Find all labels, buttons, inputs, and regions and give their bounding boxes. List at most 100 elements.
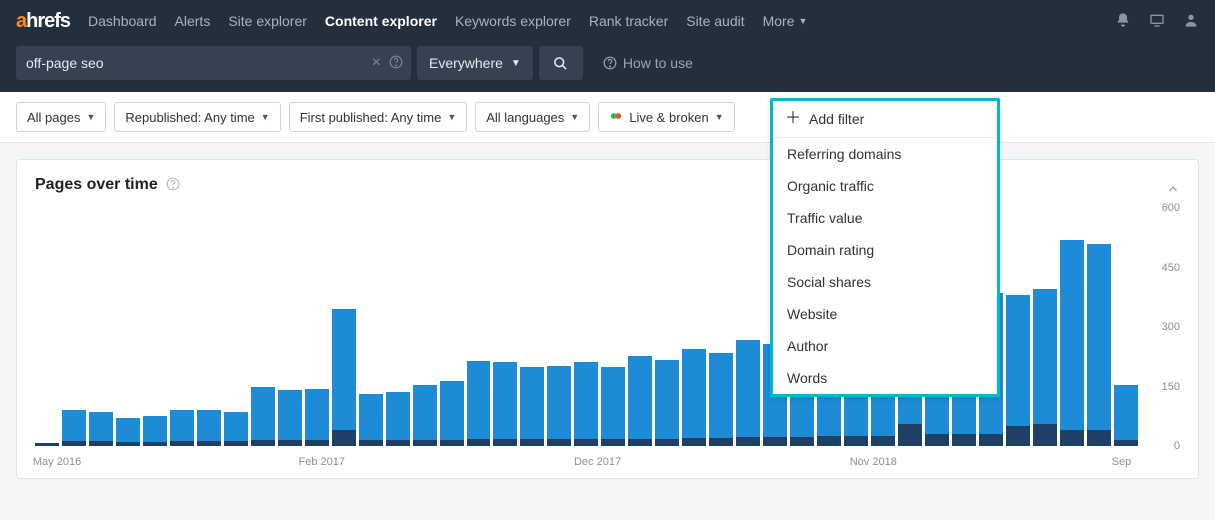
- chart-bar[interactable]: [628, 356, 652, 446]
- device-icon[interactable]: [1149, 12, 1165, 31]
- filter-chip[interactable]: All pages▼: [16, 102, 106, 132]
- add-filter-option[interactable]: Domain rating: [773, 234, 997, 266]
- search-button[interactable]: [539, 46, 583, 80]
- bar-segment-primary: [305, 389, 329, 441]
- chart-bar[interactable]: [278, 390, 302, 446]
- x-tick: May 2016: [33, 456, 81, 468]
- add-filter-option[interactable]: Traffic value: [773, 202, 997, 234]
- chart-bar[interactable]: [601, 367, 625, 446]
- help-icon[interactable]: [389, 55, 403, 72]
- bar-segment-primary: [574, 362, 598, 439]
- bar-segment-secondary: [547, 439, 571, 446]
- chart-bar[interactable]: [736, 340, 760, 446]
- chart-x-axis: May 2016Feb 2017Dec 2017Nov 2018Sep: [35, 448, 1138, 468]
- nav-item[interactable]: Alerts: [175, 13, 211, 29]
- brand-logo[interactable]: ahrefs: [16, 10, 70, 33]
- filter-chip[interactable]: All languages▼: [475, 102, 590, 132]
- y-tick: 0: [1174, 440, 1180, 452]
- filter-chips: All pages▼ Republished: Any time▼ First pu…: [16, 102, 735, 132]
- nav-item[interactable]: Rank tracker: [589, 13, 668, 29]
- bar-segment-secondary: [359, 440, 383, 446]
- chart-bar[interactable]: [413, 385, 437, 446]
- caret-down-icon: ▼: [715, 112, 724, 122]
- chart-bar[interactable]: [89, 412, 113, 447]
- chart-bar[interactable]: [1087, 244, 1111, 446]
- bar-segment-secondary: [197, 441, 221, 446]
- user-icon[interactable]: [1183, 12, 1199, 31]
- bar-segment-secondary: [871, 436, 895, 446]
- bar-segment-primary: [467, 361, 491, 439]
- chart-bar[interactable]: [440, 381, 464, 446]
- chart-bar[interactable]: [359, 394, 383, 446]
- how-to-use-label: How to use: [623, 55, 693, 71]
- bar-segment-secondary: [628, 439, 652, 446]
- bar-segment-secondary: [440, 440, 464, 446]
- chart-bar[interactable]: [62, 410, 86, 446]
- chart-bar[interactable]: [116, 418, 140, 446]
- chart-bar[interactable]: [170, 410, 194, 446]
- chart-bar[interactable]: [574, 362, 598, 446]
- chart-bar[interactable]: [1006, 295, 1030, 446]
- bar-segment-secondary: [952, 434, 976, 446]
- caret-down-icon: ▼: [86, 112, 95, 122]
- add-filter-option[interactable]: Author: [773, 330, 997, 362]
- search-field-wrap: ×: [16, 46, 411, 80]
- nav-more[interactable]: More ▼: [763, 13, 808, 29]
- add-filter-option[interactable]: Referring domains: [773, 138, 997, 170]
- chart-bar[interactable]: [655, 360, 679, 446]
- clear-icon[interactable]: ×: [372, 54, 381, 72]
- chart-bar[interactable]: [332, 309, 356, 446]
- bar-segment-secondary: [35, 443, 59, 446]
- bar-segment-secondary: [278, 440, 302, 446]
- bar-segment-secondary: [170, 441, 194, 446]
- chart-bar[interactable]: [547, 366, 571, 447]
- add-filter-option[interactable]: Website: [773, 298, 997, 330]
- bar-segment-secondary: [224, 441, 248, 446]
- nav-item[interactable]: Site audit: [686, 13, 744, 29]
- chart-bar[interactable]: [1114, 385, 1138, 446]
- add-filter-option[interactable]: Organic traffic: [773, 170, 997, 202]
- nav-item[interactable]: Content explorer: [325, 13, 437, 29]
- chart-bar[interactable]: [1033, 289, 1057, 446]
- add-filter-option[interactable]: Words: [773, 362, 997, 394]
- filter-chip[interactable]: Republished: Any time▼: [114, 102, 280, 132]
- collapse-icon[interactable]: [1166, 182, 1180, 201]
- filter-chip[interactable]: First published: Any time▼: [289, 102, 468, 132]
- bar-segment-secondary: [790, 437, 814, 446]
- bar-segment-primary: [413, 385, 437, 441]
- help-icon[interactable]: [166, 177, 180, 194]
- bar-segment-secondary: [844, 436, 868, 446]
- bar-segment-secondary: [1087, 430, 1111, 446]
- bell-icon[interactable]: [1115, 12, 1131, 31]
- x-tick: Nov 2018: [850, 456, 897, 468]
- bar-segment-secondary: [925, 434, 949, 446]
- chart-bar[interactable]: [467, 361, 491, 446]
- search-input[interactable]: [26, 55, 372, 71]
- nav-item[interactable]: Keywords explorer: [455, 13, 571, 29]
- chart-bar[interactable]: [305, 389, 329, 447]
- bar-segment-primary: [143, 416, 167, 442]
- chart-bar[interactable]: [224, 412, 248, 447]
- chart-bar[interactable]: [493, 362, 517, 446]
- add-filter-label: Add filter: [809, 111, 864, 127]
- add-filter-option[interactable]: Social shares: [773, 266, 997, 298]
- scope-dropdown[interactable]: Everywhere ▼: [417, 46, 533, 80]
- chart-bar[interactable]: [35, 443, 59, 446]
- chart-bar[interactable]: [197, 410, 221, 446]
- chart-bar[interactable]: [386, 392, 410, 446]
- how-to-use-link[interactable]: How to use: [603, 55, 693, 71]
- bar-segment-primary: [278, 390, 302, 440]
- filter-chip[interactable]: Live & broken▼: [598, 102, 734, 132]
- chart-bar[interactable]: [251, 387, 275, 446]
- nav-item[interactable]: Site explorer: [228, 13, 307, 29]
- add-filter-button[interactable]: ＋ Add filter: [773, 101, 997, 138]
- chart-bar[interactable]: [520, 367, 544, 446]
- caret-down-icon: ▼: [570, 112, 579, 122]
- chart-bar[interactable]: [143, 416, 167, 446]
- nav-item[interactable]: Dashboard: [88, 13, 157, 29]
- chart-bar[interactable]: [709, 353, 733, 446]
- bar-segment-primary: [116, 418, 140, 442]
- chart-bar[interactable]: [682, 349, 706, 446]
- filters-row: All pages▼ Republished: Any time▼ First pu…: [0, 92, 1215, 143]
- chart-bar[interactable]: [1060, 240, 1084, 446]
